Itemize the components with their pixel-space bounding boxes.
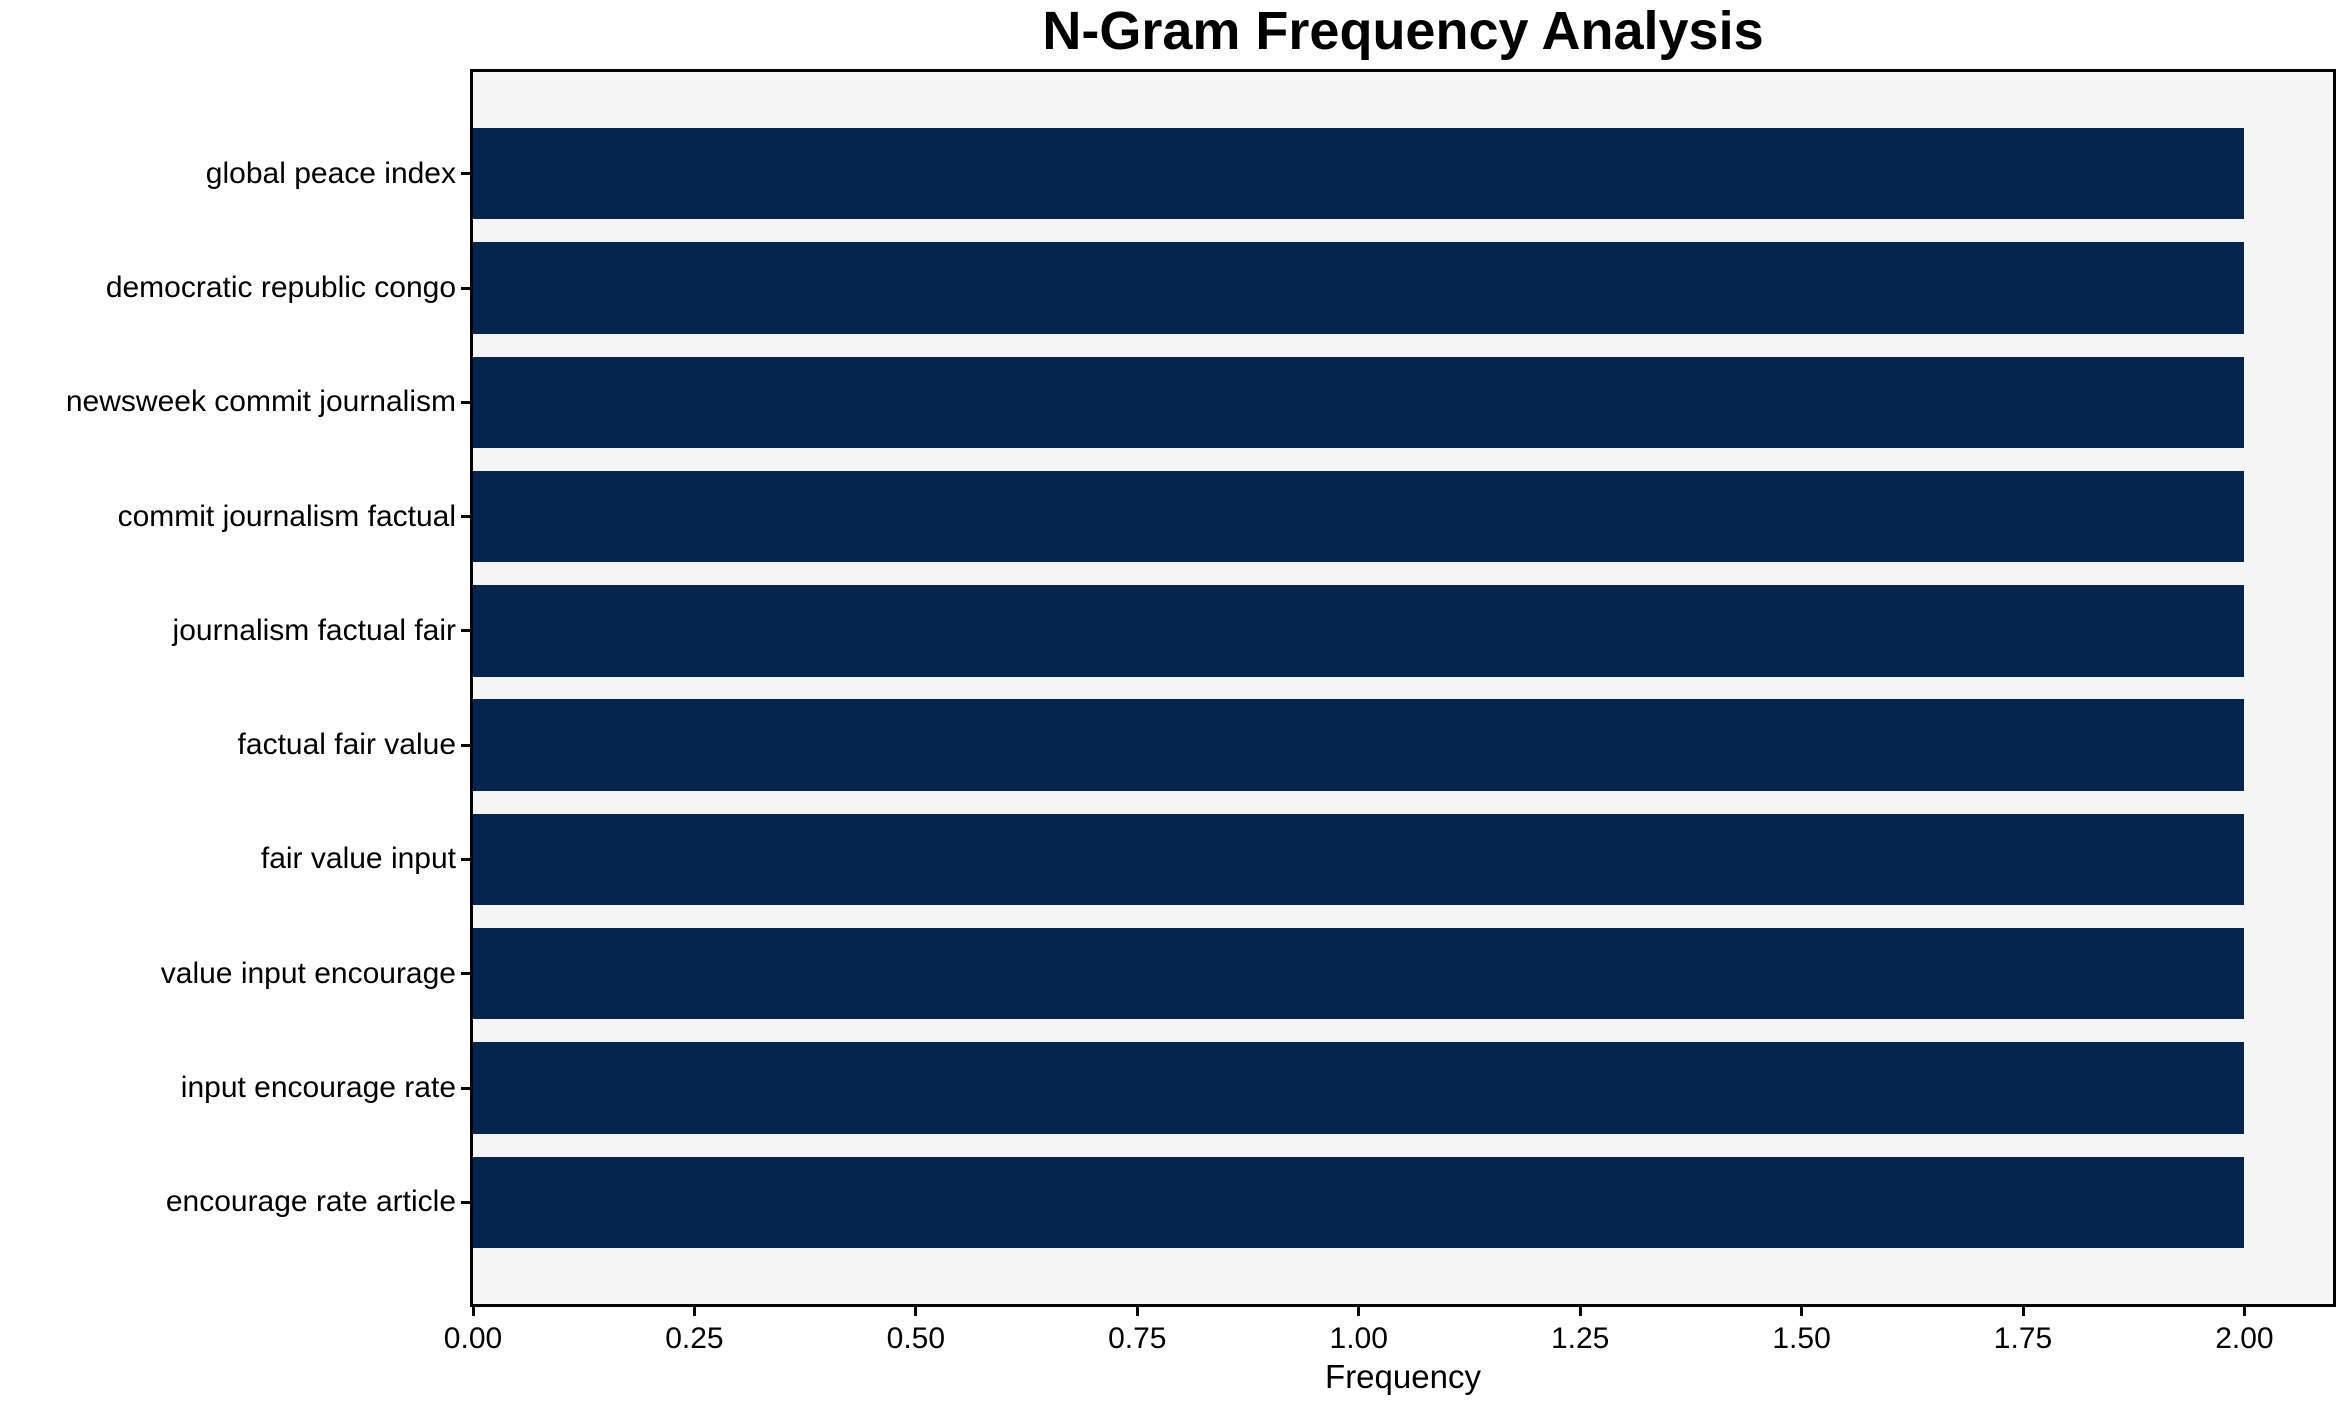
bar: [473, 585, 2245, 677]
bar: [473, 1156, 2245, 1248]
x-axis-tick-label: 1.50: [1772, 1322, 1831, 1355]
x-axis-tick: [2242, 1306, 2246, 1316]
x-axis-tick: [692, 1306, 696, 1316]
chart-title: N-Gram Frequency Analysis: [1042, 1, 1764, 61]
bar: [473, 128, 2245, 220]
y-axis-tick: [461, 629, 471, 633]
x-axis-tick-label: 0.25: [665, 1322, 724, 1355]
y-axis-tick-label: fair value input: [260, 842, 456, 876]
x-axis-tick-label: 0.50: [886, 1322, 946, 1355]
x-axis-tick-label: 0.75: [1108, 1322, 1167, 1355]
x-axis-tick: [1357, 1306, 1361, 1316]
x-axis-tick-label: 0.00: [443, 1322, 503, 1355]
x-axis-tick: [1135, 1306, 1139, 1316]
y-axis-tick: [461, 515, 471, 519]
bar: [473, 813, 2245, 906]
y-axis-tick-label: democratic republic congo: [105, 271, 456, 304]
y-axis-tick: [461, 743, 471, 747]
x-axis-tick-label: 1.75: [1993, 1322, 2053, 1355]
bar: [473, 699, 2245, 791]
x-axis-tick: [914, 1306, 918, 1316]
y-axis-tick-label: input encourage rate: [180, 1071, 456, 1104]
y-axis-tick-label: commit journalism factual: [117, 499, 456, 533]
x-axis-tick: [1578, 1306, 1582, 1316]
bar: [473, 470, 2245, 563]
x-axis-tick-label: 1.25: [1550, 1322, 1610, 1355]
bar: [473, 242, 2245, 334]
y-axis-tick: [461, 1086, 471, 1090]
y-axis-tick: [461, 172, 471, 176]
y-axis-tick-label: newsweek commit journalism: [65, 385, 456, 419]
x-axis-tick-label: 1.00: [1329, 1322, 1388, 1355]
bar: [473, 928, 2245, 1020]
y-axis-tick-label: value input encourage: [160, 956, 456, 990]
x-axis-tick-label: 2.00: [2215, 1322, 2274, 1355]
y-axis-tick-label: encourage rate article: [165, 1185, 456, 1219]
x-axis-tick: [2021, 1306, 2025, 1316]
bar: [473, 1042, 2245, 1134]
y-axis-tick: [461, 972, 471, 976]
y-axis-tick-label: journalism factual fair: [172, 613, 456, 647]
y-axis-tick: [461, 400, 471, 404]
x-axis-label: Frequency: [1325, 1358, 1481, 1395]
x-axis-tick: [1800, 1306, 1804, 1316]
bar: [473, 356, 2245, 448]
y-axis-tick: [461, 286, 471, 290]
x-axis-tick: [471, 1306, 475, 1316]
y-axis-tick: [461, 857, 471, 861]
y-axis-tick-label: global peace index: [205, 156, 456, 190]
y-axis-tick-label: factual fair value: [237, 728, 456, 762]
plot-border: [470, 69, 2336, 1307]
y-axis-tick: [461, 1200, 471, 1204]
